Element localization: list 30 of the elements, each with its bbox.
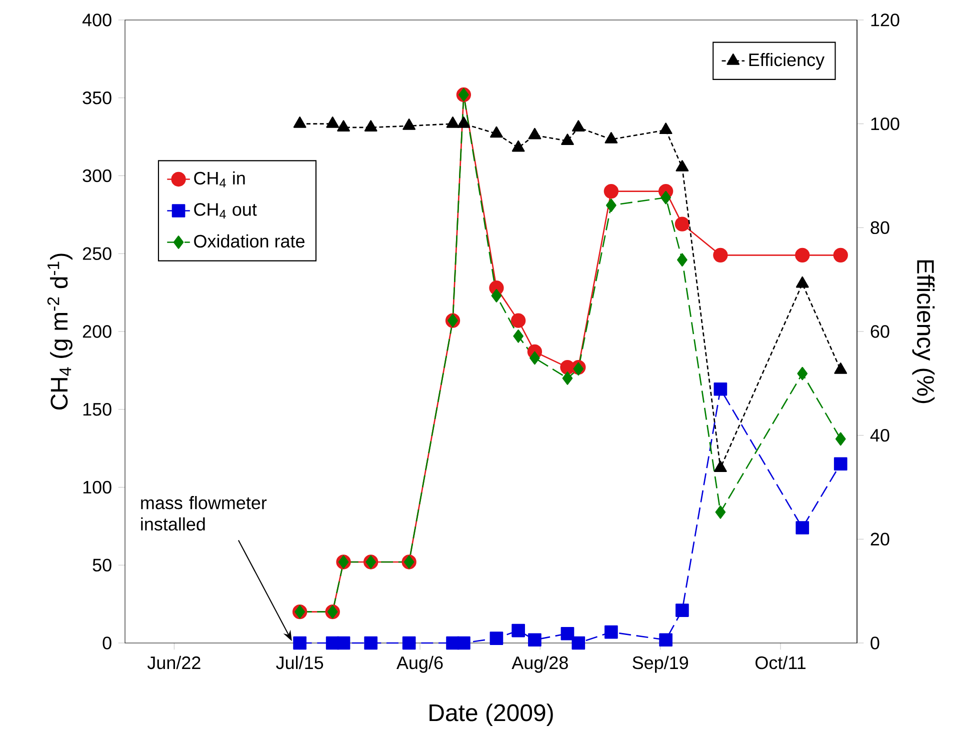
x-tick-label: Sep/19 xyxy=(632,656,688,673)
y2-tick-label: 0 xyxy=(870,636,880,650)
y2-tick-label: 100 xyxy=(871,117,900,130)
y2-tick-label: 120 xyxy=(871,14,900,26)
x-axis-title: Date (2009) xyxy=(430,704,553,726)
y2-tick-label: 20 xyxy=(870,532,890,546)
y-tick-label: 300 xyxy=(82,169,112,182)
legend-label: CH$_{4}$ out xyxy=(194,203,257,219)
x-tick-label: Jun/22 xyxy=(147,656,200,670)
y2-axis-title: Efficiency (%) xyxy=(912,260,935,404)
x-tick-label: Jul/15 xyxy=(276,656,324,670)
y-axis-title: CH$_{4}$ (g m$^{-2}$ d$^{-1}$) xyxy=(47,254,72,410)
legend-label: Efficiency xyxy=(749,52,825,70)
y-tick-label: 100 xyxy=(83,480,112,494)
y-tick-label: 250 xyxy=(82,247,112,260)
y2-tick-label: 40 xyxy=(870,428,890,442)
y-tick-label: 50 xyxy=(92,558,112,572)
annotation: mass flowmeter installed xyxy=(141,496,267,531)
y2-tick-label: 60 xyxy=(870,325,890,338)
y-tick-label: 0 xyxy=(102,636,112,650)
y-tick-label: 350 xyxy=(82,91,112,104)
y2-tick-label: 80 xyxy=(870,221,890,234)
x-tick-label: Aug/28 xyxy=(512,656,568,673)
legend-label: CH$_{4}$ in xyxy=(194,171,245,188)
legend-label: Oxidation rate xyxy=(194,234,304,248)
y-tick-label: 200 xyxy=(82,325,112,338)
x-tick-label: Aug/6 xyxy=(396,656,443,673)
y-tick-label: 150 xyxy=(83,402,112,416)
y-tick-label: 400 xyxy=(82,14,112,26)
x-tick-label: Oct/11 xyxy=(756,656,806,670)
